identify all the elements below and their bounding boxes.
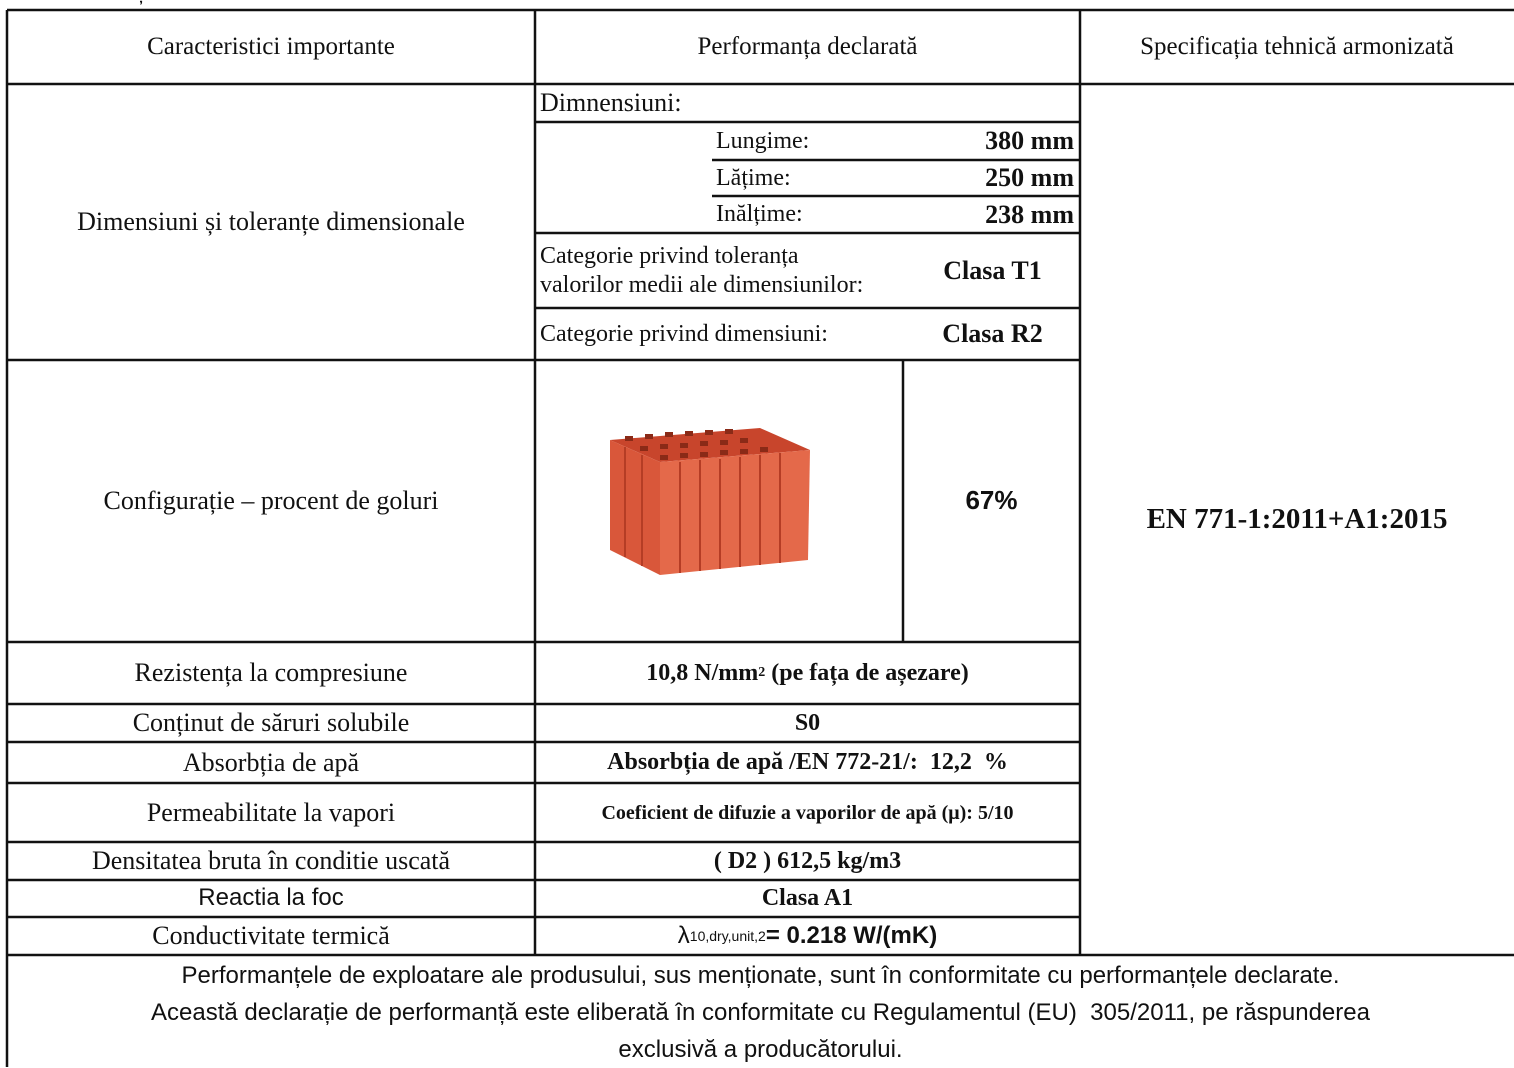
value-text: 10,8 N/mm xyxy=(646,659,759,686)
heading: 7. Performanța declarată xyxy=(10,0,410,8)
footer-line: Această declarație de performanță este e… xyxy=(151,998,1370,1026)
characteristic: Reactia la foc xyxy=(198,884,344,912)
category-label: Categorie privind toleranța valorilor med… xyxy=(540,233,920,308)
column-header: Caracteristici importante xyxy=(147,33,395,60)
characteristic: Configurație – procent de goluri xyxy=(103,486,439,516)
dimension-value: 250 mm xyxy=(985,163,1074,193)
footer-line: Performanțele de exploatare ale produsul… xyxy=(181,961,1340,989)
subscript: 10,dry,unit,2 xyxy=(689,927,766,944)
table-border xyxy=(5,8,1514,1067)
category-value: Clasa R2 xyxy=(942,319,1043,349)
column-header: Specificația tehnică armonizată xyxy=(1140,33,1454,60)
performance-value: λ 10,dry,unit,2 = 0.218 W/(mK) xyxy=(535,917,1080,955)
performance-value: 10,8 N/mm 2 (pe fața de așezare) xyxy=(535,642,1080,704)
value-text: = 0.218 W/(mK) xyxy=(765,921,938,949)
dimensions-label: Dimnensiuni: xyxy=(540,88,682,118)
symbol: λ xyxy=(677,921,690,949)
value-note: (pe fața de așezare) xyxy=(771,659,969,686)
brick-image xyxy=(610,428,810,575)
category-value: Clasa T1 xyxy=(943,255,1042,285)
performance-value: S0 xyxy=(794,709,821,736)
column-header: Performanța declarată xyxy=(697,33,918,60)
characteristic: Dimensiuni și toleranțe dimensionale xyxy=(77,207,465,237)
characteristic: Permeabilitate la vapori xyxy=(146,797,396,827)
characteristic: Absorbția de apă xyxy=(182,747,360,777)
footer-line: exclusivă a producătorului. xyxy=(618,1035,903,1063)
dimension-value: 380 mm xyxy=(985,126,1074,156)
dimension-value: 238 mm xyxy=(985,199,1074,229)
performance-value: Absorbția de apă /EN 772-21/: 12,2 % xyxy=(607,749,1008,776)
characteristic: Conductivitate termică xyxy=(152,921,390,951)
superscript: 2 xyxy=(758,664,766,680)
characteristic: Rezistența la compresiune xyxy=(134,658,408,688)
dimension-name: Lățime: xyxy=(716,164,791,191)
characteristic: Densitatea bruta în conditie uscată xyxy=(91,846,451,876)
dimension-name: Lungime: xyxy=(716,127,810,154)
performance-value: Clasa A1 xyxy=(761,885,854,912)
performance-value: Coeficient de difuzie a vaporilor de apă… xyxy=(601,801,1014,824)
void-percentage: 67% xyxy=(965,485,1018,516)
category-label-line: Categorie privind toleranța xyxy=(540,242,799,269)
performance-value: ( D2 ) 612,5 kg/m3 xyxy=(713,847,902,874)
dimension-name: Inălțime: xyxy=(716,201,803,228)
characteristic: Conținut de săruri solubile xyxy=(132,708,410,738)
category-label: Categorie privind dimensiuni: xyxy=(540,320,828,347)
harmonized-specification: EN 771-1:2011+A1:2015 xyxy=(1146,503,1448,536)
category-label-line: valorilor medii ale dimensiunilor: xyxy=(540,271,864,298)
